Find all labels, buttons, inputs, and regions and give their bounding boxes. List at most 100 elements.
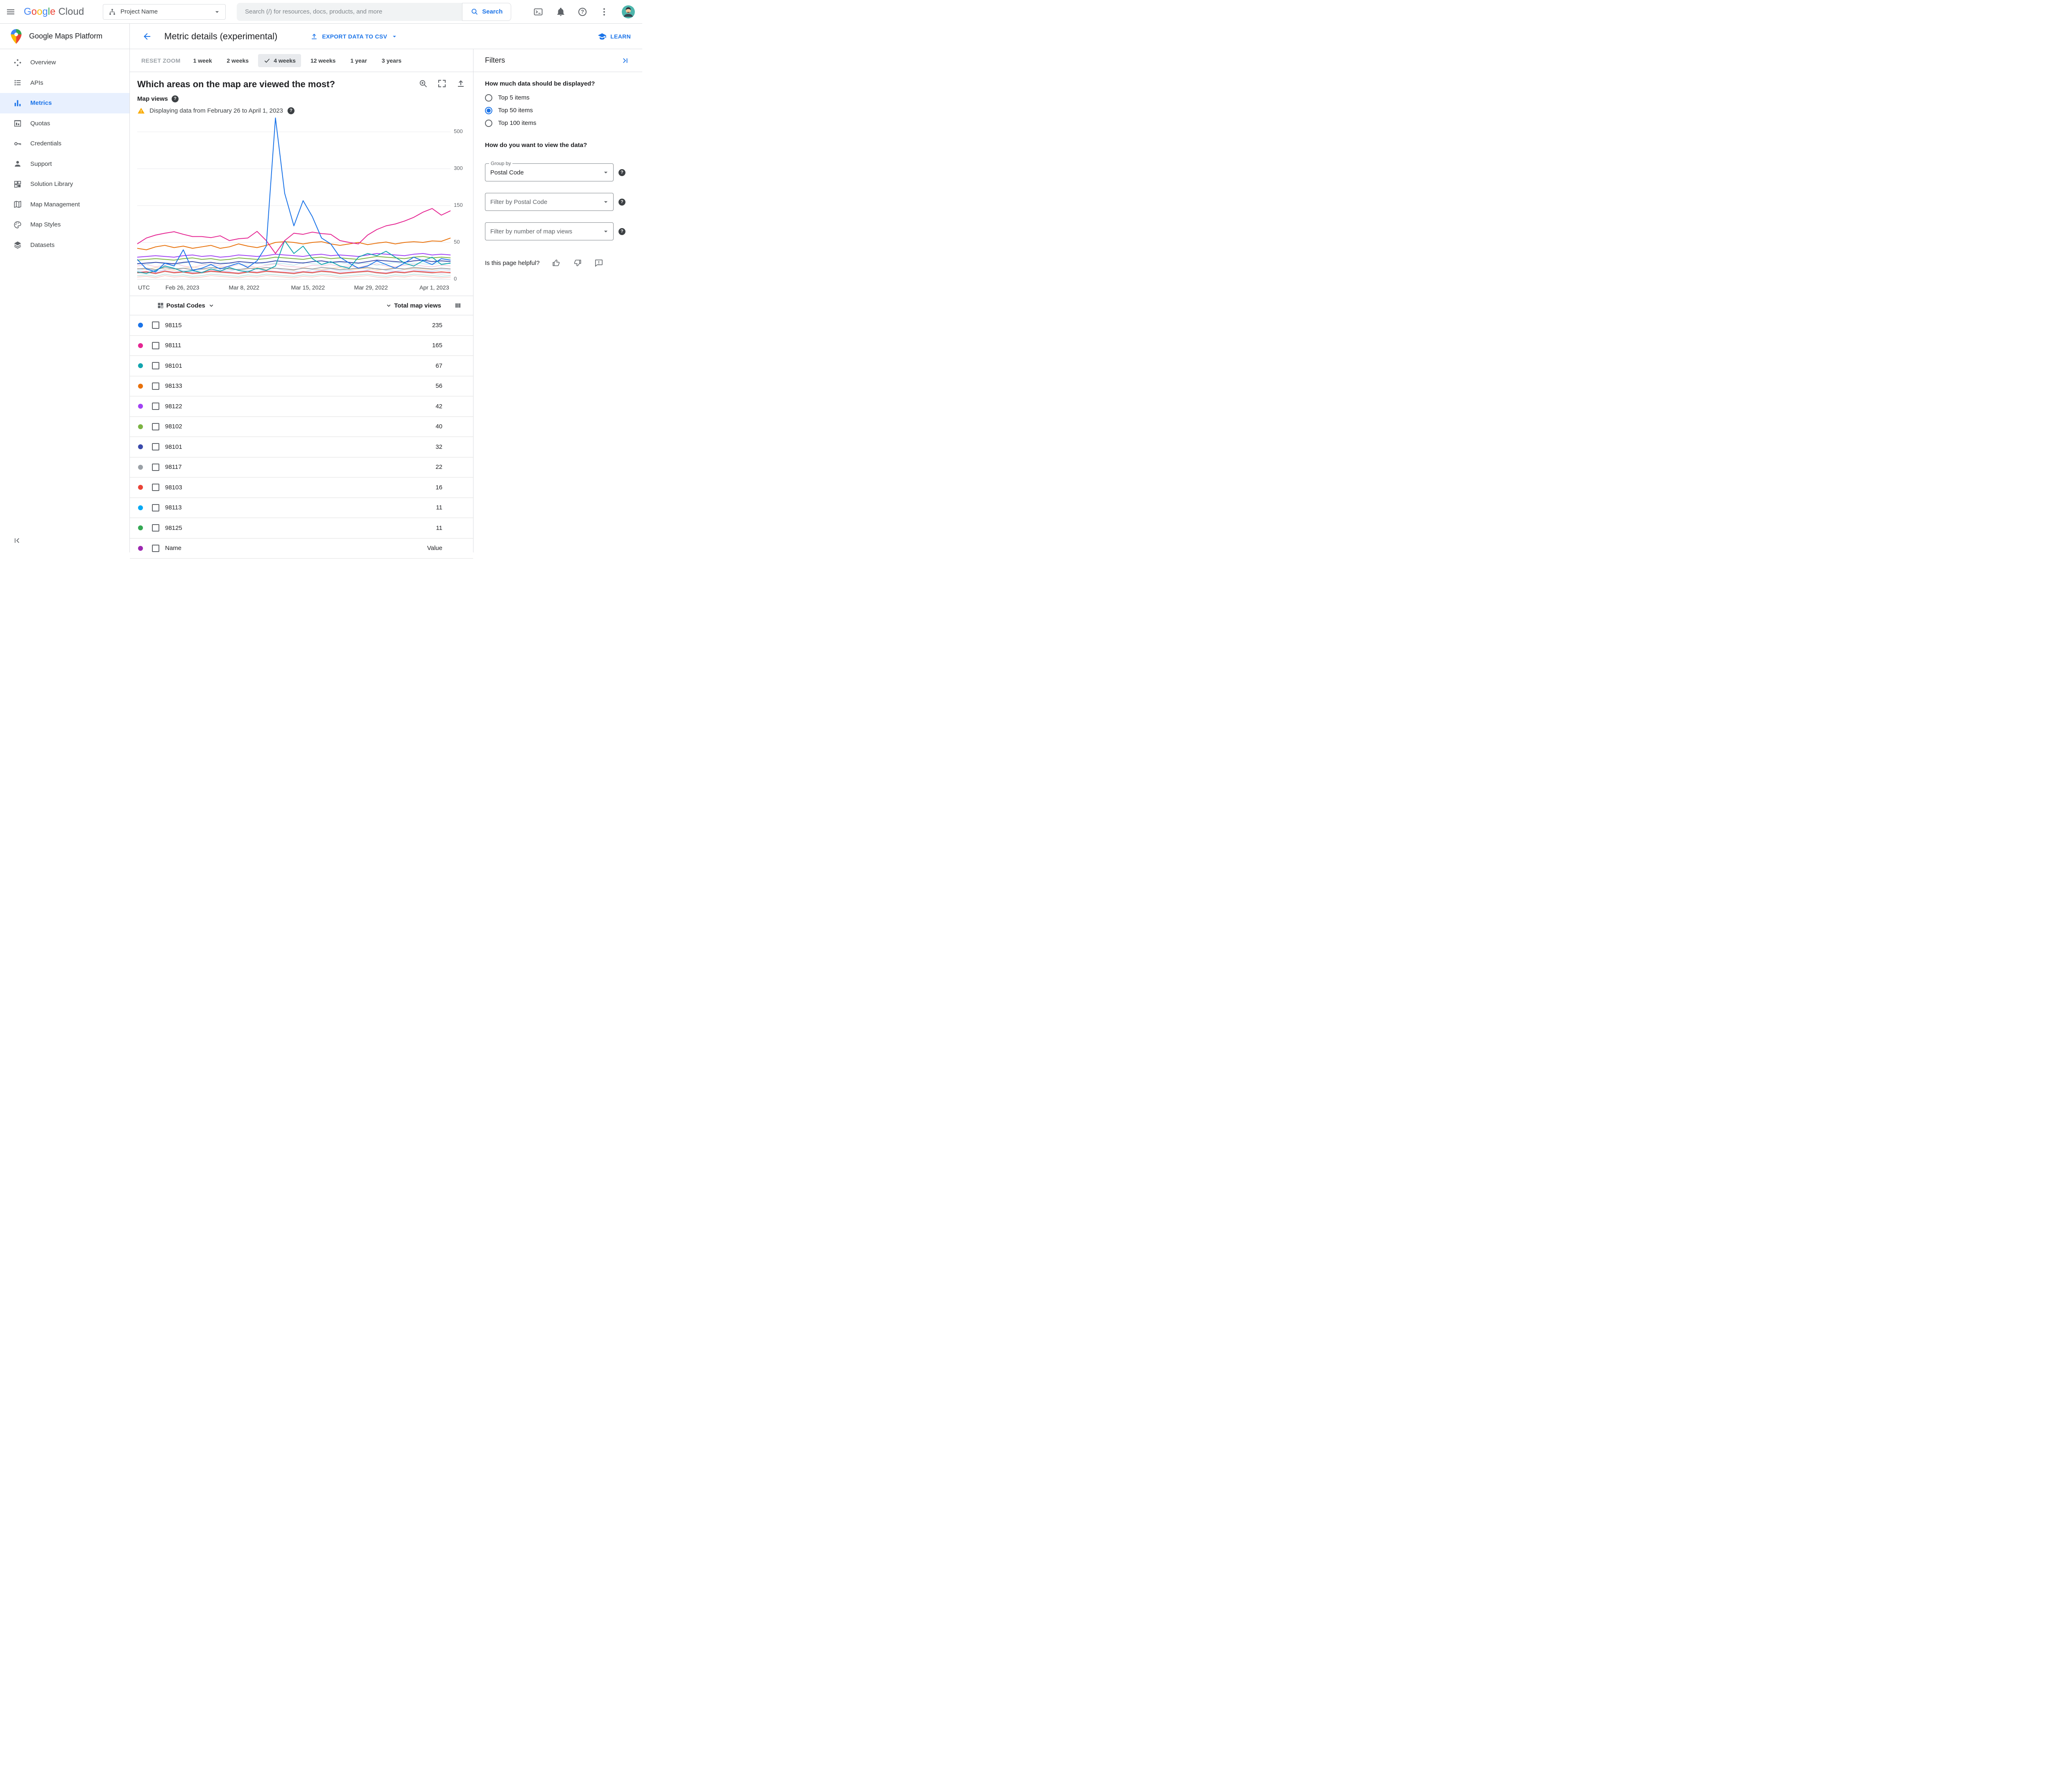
row-checkbox[interactable] bbox=[152, 504, 159, 511]
collapse-sidebar-icon[interactable] bbox=[12, 536, 21, 545]
time-range-3-years[interactable]: 3 years bbox=[381, 57, 402, 64]
product-header: Google Maps Platform bbox=[0, 24, 129, 49]
row-checkbox[interactable] bbox=[152, 342, 159, 349]
filter-map-views-select[interactable]: Filter by number of map views bbox=[485, 222, 614, 240]
radio-top-100-items[interactable]: Top 100 items bbox=[485, 117, 630, 129]
chevron-down-icon bbox=[602, 198, 610, 206]
group-by-select[interactable]: Group by Postal Code bbox=[485, 161, 614, 181]
series-color-dot bbox=[138, 383, 143, 389]
search-input[interactable] bbox=[237, 2, 462, 21]
more-options-icon[interactable] bbox=[599, 7, 609, 17]
table-row-label: 98103 bbox=[165, 484, 182, 491]
table-row[interactable]: 98111 165 bbox=[130, 336, 473, 356]
avatar[interactable] bbox=[622, 5, 635, 18]
time-range-4-weeks[interactable]: 4 weeks bbox=[258, 54, 301, 67]
export-csv-button[interactable]: EXPORT DATA TO CSV bbox=[310, 32, 398, 41]
table-row[interactable]: 98117 22 bbox=[130, 457, 473, 477]
sidebar-item-label: Datasets bbox=[30, 241, 55, 249]
radio-button-icon[interactable] bbox=[485, 94, 492, 102]
thumb-up-icon[interactable] bbox=[552, 258, 561, 267]
fullscreen-icon[interactable] bbox=[437, 79, 447, 88]
row-checkbox[interactable] bbox=[152, 524, 159, 532]
search-button[interactable]: Search bbox=[462, 2, 512, 21]
table-row[interactable]: 98102 40 bbox=[130, 417, 473, 437]
project-selector[interactable]: Project Name bbox=[103, 4, 226, 20]
row-checkbox[interactable] bbox=[152, 423, 159, 430]
back-arrow-icon[interactable] bbox=[142, 32, 152, 41]
cloud-shell-icon[interactable] bbox=[533, 7, 543, 17]
page-header: Metric details (experimental) EXPORT DAT… bbox=[130, 24, 642, 49]
series-color-dot bbox=[138, 343, 143, 348]
sidebar-item-credentials[interactable]: Credentials bbox=[0, 133, 129, 154]
datasets-icon bbox=[13, 240, 22, 249]
sidebar-item-apis[interactable]: APIs bbox=[0, 73, 129, 93]
zoom-icon[interactable] bbox=[418, 79, 428, 88]
radio-button-icon[interactable] bbox=[485, 119, 492, 127]
metric-help-icon[interactable] bbox=[172, 95, 179, 102]
sidebar-item-quotas[interactable]: Quotas bbox=[0, 113, 129, 134]
table-row[interactable]: 98101 67 bbox=[130, 356, 473, 376]
learn-button[interactable]: LEARN bbox=[598, 32, 631, 41]
thumb-down-icon[interactable] bbox=[573, 258, 582, 267]
feedback-icon[interactable] bbox=[594, 258, 603, 267]
time-range-1-week[interactable]: 1 week bbox=[193, 57, 212, 64]
time-range-2-weeks[interactable]: 2 weeks bbox=[227, 57, 249, 64]
row-checkbox[interactable] bbox=[152, 544, 159, 552]
sidebar-item-support[interactable]: Support bbox=[0, 154, 129, 174]
collapse-filters-icon[interactable] bbox=[621, 56, 630, 65]
sidebar-item-overview[interactable]: Overview bbox=[0, 52, 129, 73]
group-by-header[interactable]: Postal Codes bbox=[157, 301, 215, 310]
radio-button-icon[interactable] bbox=[485, 106, 492, 114]
filter-postal-help-icon[interactable] bbox=[618, 198, 625, 206]
row-checkbox[interactable] bbox=[152, 321, 159, 329]
row-checkbox[interactable] bbox=[152, 362, 159, 370]
help-icon[interactable] bbox=[578, 7, 587, 16]
metric-label: Map views bbox=[137, 95, 168, 102]
row-checkbox[interactable] bbox=[152, 443, 159, 451]
sidebar-item-metrics[interactable]: Metrics bbox=[0, 93, 129, 113]
google-wordmark: Google bbox=[24, 6, 56, 17]
sidebar-item-solution-library[interactable]: Solution Library bbox=[0, 174, 129, 195]
x-axis-tick-label: Mar 29, 2022 bbox=[354, 284, 388, 291]
filter-postal-code-select[interactable]: Filter by Postal Code bbox=[485, 193, 614, 211]
sidebar-item-label: APIs bbox=[30, 79, 43, 86]
google-cloud-logo[interactable]: Google Cloud bbox=[24, 6, 84, 18]
warning-help-icon[interactable] bbox=[288, 107, 295, 114]
table-row[interactable]: 98122 42 bbox=[130, 396, 473, 417]
row-checkbox[interactable] bbox=[152, 403, 159, 410]
metrics-line-chart[interactable] bbox=[137, 117, 451, 281]
project-icon bbox=[108, 8, 116, 16]
table-row[interactable]: 98115 235 bbox=[130, 315, 473, 336]
sidebar-item-map-styles[interactable]: Map Styles bbox=[0, 215, 129, 235]
group-by-help-icon[interactable] bbox=[618, 169, 625, 176]
quotas-icon bbox=[13, 119, 22, 128]
notifications-bell-icon[interactable] bbox=[556, 7, 566, 17]
table-row-value: 40 bbox=[435, 423, 442, 430]
row-checkbox[interactable] bbox=[152, 463, 159, 471]
filter-views-help-icon[interactable] bbox=[618, 228, 625, 235]
chart-line-background bbox=[137, 270, 451, 273]
radio-top-50-items[interactable]: Top 50 items bbox=[485, 104, 630, 117]
table-row[interactable]: 98101 32 bbox=[130, 437, 473, 457]
table-row[interactable]: 98113 11 bbox=[130, 498, 473, 518]
row-checkbox[interactable] bbox=[152, 382, 159, 390]
time-range-12-weeks[interactable]: 12 weeks bbox=[310, 57, 336, 64]
menu-icon[interactable] bbox=[6, 7, 16, 17]
reset-zoom-button[interactable]: RESET ZOOM bbox=[141, 57, 181, 64]
export-chart-icon[interactable] bbox=[456, 79, 466, 88]
time-range-1-year[interactable]: 1 year bbox=[350, 57, 367, 64]
radio-top-5-items[interactable]: Top 5 items bbox=[485, 91, 630, 104]
table-row[interactable]: Name Value bbox=[130, 539, 473, 559]
sidebar-item-map-management[interactable]: Map Management bbox=[0, 195, 129, 215]
sort-column-header[interactable]: Total map views bbox=[385, 301, 441, 310]
table-row[interactable]: 98125 11 bbox=[130, 518, 473, 539]
table-row[interactable]: 98103 16 bbox=[130, 477, 473, 498]
table-row[interactable]: 98133 56 bbox=[130, 376, 473, 396]
warning-text: Displaying data from February 26 to Apri… bbox=[150, 107, 283, 114]
table-row-label: 98122 bbox=[165, 403, 182, 410]
x-axis-labels: UTC Feb 26, 2023 Mar 8, 2022 Mar 15, 2022 M… bbox=[137, 282, 466, 293]
column-selector-icon[interactable] bbox=[454, 302, 462, 309]
sidebar-item-datasets[interactable]: Datasets bbox=[0, 235, 129, 256]
row-checkbox[interactable] bbox=[152, 484, 159, 491]
solution-library-icon bbox=[13, 180, 22, 189]
